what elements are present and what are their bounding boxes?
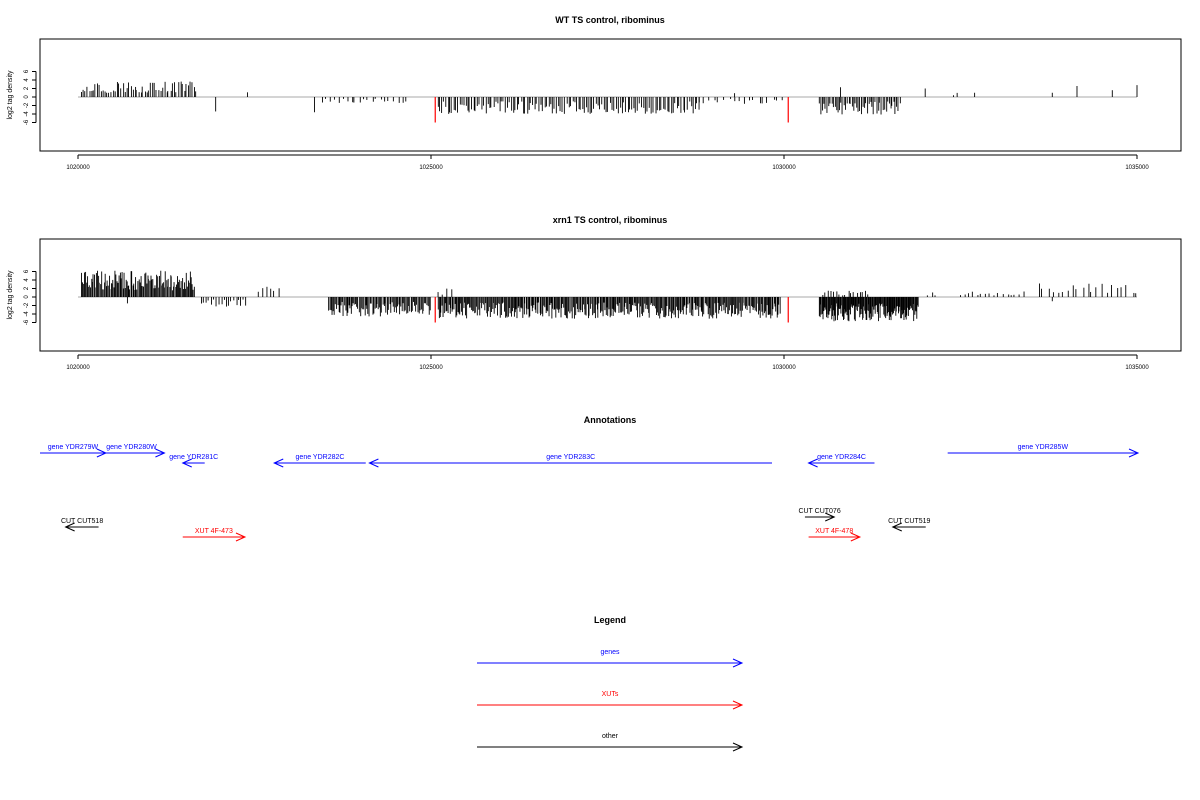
xut-label: XUT 4F-473 xyxy=(195,528,233,535)
gene-arrow: gene YDR279W xyxy=(40,444,108,458)
legend-item: XUTs xyxy=(477,691,744,710)
gene-label: gene YDR282C xyxy=(296,454,345,461)
xrn1-panel: xrn1 TS control, ribominus log2 tag dens… xyxy=(7,215,1182,371)
gene-arrow: gene YDR281C xyxy=(169,454,218,468)
wt-highlights xyxy=(434,97,789,123)
wt-panel: WT TS control, ribominus log2 tag densit… xyxy=(7,15,1182,171)
cut-label: CUT CUT519 xyxy=(888,518,930,525)
gene-arrow-head xyxy=(273,458,284,468)
gene-arrow-head xyxy=(181,458,192,468)
annotation-arrows: gene YDR279W gene YDR280W gene YDR281C gene… xyxy=(40,444,1140,542)
cut-arrow: CUT CUT076 xyxy=(798,508,841,522)
xrn1-x-axis: 1020000 1025000 1030000 1035000 xyxy=(66,354,1149,371)
gene-label: gene YDR283C xyxy=(546,454,595,461)
gene-arrow-head xyxy=(807,458,818,468)
wt-bars xyxy=(81,81,1138,115)
gene-arrow: gene YDR282C xyxy=(273,454,366,468)
wt-x-tick-label: 1035000 xyxy=(1125,165,1149,171)
wt-y-tick-label: -4 xyxy=(24,111,30,117)
wt-x-tick-label: 1020000 xyxy=(66,165,90,171)
gene-arrow-head xyxy=(155,448,166,458)
legend-arrow-head xyxy=(732,658,744,668)
xrn1-x-tick-label: 1020000 xyxy=(66,365,90,371)
gene-arrow: gene YDR283C xyxy=(368,454,772,468)
legend-item: genes xyxy=(477,649,744,668)
wt-y-axis: 6 4 2 0 -2 -4 -6 xyxy=(24,69,37,125)
cut-arrow: CUT CUT519 xyxy=(888,518,930,532)
gene-label: gene YDR284C xyxy=(817,454,866,461)
gene-arrow-head xyxy=(368,458,379,468)
xrn1-y-tick-label: -2 xyxy=(24,302,30,308)
xut-label: XUT 4F-478 xyxy=(815,528,853,535)
gene-label: gene YDR281C xyxy=(169,454,218,461)
cut-arrow: CUT CUT518 xyxy=(61,518,103,532)
xrn1-plot-frame xyxy=(39,238,1182,352)
xrn1-y-axis: 6 4 2 0 -2 -4 -6 xyxy=(24,269,37,325)
wt-x-tick-label: 1030000 xyxy=(772,165,796,171)
gene-label: gene YDR285W xyxy=(1018,444,1069,451)
xrn1-panel-title: xrn1 TS control, ribominus xyxy=(553,215,668,225)
wt-x-tick-label: 1025000 xyxy=(419,165,443,171)
wt-x-axis: 1020000 1025000 1030000 1035000 xyxy=(66,154,1149,171)
gene-arrow: gene YDR280W xyxy=(98,444,166,458)
cut-arrow-head xyxy=(891,522,902,532)
xrn1-highlights xyxy=(434,297,789,323)
xrn1-y-tick-label: 6 xyxy=(24,269,30,273)
gene-label: gene YDR279W xyxy=(48,444,99,451)
legend-label: XUTs xyxy=(602,691,619,698)
wt-y-tick-label: 2 xyxy=(24,86,30,90)
cut-arrow-head xyxy=(825,512,836,522)
xrn1-y-tick-label: -6 xyxy=(24,319,30,325)
annotations-panel: Annotations gene YDR279W gene YDR280Wgene… xyxy=(40,415,1140,542)
xrn1-bars xyxy=(81,270,1137,322)
wt-y-tick-label: 6 xyxy=(24,69,30,73)
cut-arrow-head xyxy=(64,522,75,532)
wt-y-tick-label: -2 xyxy=(24,102,30,108)
wt-y-axis-label: log2 tag density xyxy=(7,70,14,120)
cut-label: CUT CUT518 xyxy=(61,518,103,525)
xrn1-y-tick-label: -4 xyxy=(24,311,30,317)
xut-arrow-head xyxy=(235,532,247,542)
legend-label: other xyxy=(602,733,619,740)
xrn1-y-tick-label: 4 xyxy=(24,278,30,282)
xut-arrow: XUT 4F-473 xyxy=(182,528,247,542)
xrn1-y-axis-label: log2 tag density xyxy=(7,270,14,320)
legend: Legend genes XUTs other xyxy=(477,615,744,752)
legend-label: genes xyxy=(600,649,620,656)
gene-arrow-head xyxy=(1128,448,1140,458)
legend-items: genes XUTs other xyxy=(477,649,744,752)
gene-label: gene YDR280W xyxy=(106,444,157,451)
legend-item: other xyxy=(477,733,744,752)
xrn1-x-tick-label: 1030000 xyxy=(772,365,796,371)
wt-y-tick-label: 0 xyxy=(24,95,30,99)
wt-plot-frame xyxy=(39,38,1182,152)
xrn1-y-tick-label: 2 xyxy=(24,286,30,290)
cut-label: CUT CUT076 xyxy=(798,508,840,515)
gene-arrow: gene YDR285W xyxy=(947,444,1140,458)
legend-arrow-head xyxy=(732,742,744,752)
xut-arrow-head xyxy=(850,532,862,542)
wt-y-tick-label: -6 xyxy=(24,119,30,125)
xrn1-y-tick-label: 0 xyxy=(24,295,30,299)
legend-title: Legend xyxy=(594,615,626,625)
xrn1-x-tick-label: 1025000 xyxy=(419,365,443,371)
wt-panel-title: WT TS control, ribominus xyxy=(555,15,665,25)
annotations-title: Annotations xyxy=(584,415,637,425)
xrn1-x-tick-label: 1035000 xyxy=(1125,365,1149,371)
legend-arrow-head xyxy=(732,700,744,710)
xut-arrow: XUT 4F-478 xyxy=(808,528,862,542)
wt-y-tick-label: 4 xyxy=(24,78,30,82)
gene-arrow: gene YDR284C xyxy=(807,454,875,468)
